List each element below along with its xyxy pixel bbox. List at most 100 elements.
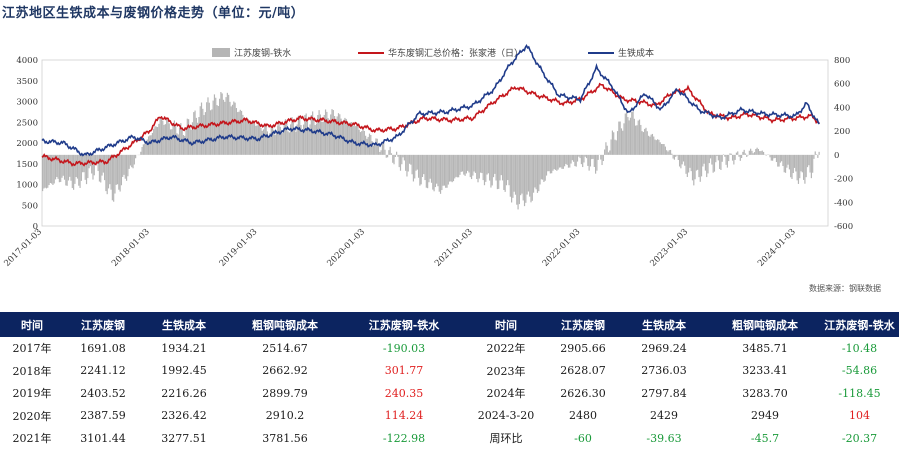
bar-mark [229,102,230,155]
bar-mark [710,155,711,159]
bar-mark [516,155,517,205]
bar-mark [315,125,316,155]
column-header: 江苏废钢-铁水 [820,312,899,337]
bar-mark [802,155,803,172]
bar-mark [384,150,385,155]
bar-mark [160,118,161,155]
bar-mark [733,155,734,165]
bar-mark [457,155,458,177]
y-right-tick-label: 800 [834,56,850,66]
bar-mark [479,155,480,179]
bar-mark [247,119,248,155]
bar-mark [140,152,141,155]
bar-mark [809,155,810,173]
bar-mark [709,155,710,163]
y-right-tick-label: 400 [834,103,850,113]
table-header: 时间江苏废钢生铁成本粗钢吨钢成本江苏废钢-铁水时间江苏废钢生铁成本粗钢吨钢成本江… [0,312,899,337]
bar-mark [648,136,649,155]
bar-mark [178,134,179,154]
bar-mark [379,152,380,155]
bar-mark [105,155,106,191]
bar-mark [676,155,677,156]
bar-mark [811,155,812,178]
bar-mark [738,155,739,157]
bar-mark [266,126,267,155]
bar-mark [785,155,786,173]
bar-mark [737,151,738,154]
bar-mark [502,155,503,181]
bar-mark [564,155,565,166]
bar-mark [605,142,606,155]
bar-mark [704,155,705,164]
bar-mark [455,155,456,177]
table-cell: 3101.44 [64,427,142,450]
bar-mark [572,155,573,160]
bar-mark [643,132,644,155]
bar-mark [204,115,205,155]
y-left-tick-label: 2000 [16,139,38,149]
bar-mark [749,151,750,155]
bar-mark [582,155,583,167]
bar-mark [444,155,445,186]
bar-mark [70,155,71,181]
bar-mark [598,155,599,160]
bar-mark [459,155,460,175]
table-cell: 2022年 [464,337,548,360]
bar-mark [652,134,653,155]
bar-mark [404,155,405,161]
bar-mark [716,155,717,156]
bar-mark [264,126,265,155]
bar-mark [237,112,238,155]
bar-mark [196,118,197,155]
bar-mark [586,155,587,158]
bar-mark [125,155,126,179]
bar-mark [446,155,447,188]
bar-mark [116,155,117,185]
bar-mark [634,119,635,155]
bar-mark [45,155,46,188]
bar-mark [399,155,400,167]
bar-mark [366,139,367,155]
bar-mark [692,155,693,180]
bar-mark [679,155,680,167]
bar-mark [533,155,534,193]
bar-mark [632,112,633,155]
bar-mark [591,155,592,159]
bar-mark [134,155,135,165]
bar-mark [547,155,548,171]
bar-mark [563,155,564,169]
table-cell: 104 [820,405,899,428]
bar-mark [719,155,720,169]
bar-mark [167,118,168,155]
x-tick-label: 2023-01-03 [648,227,690,269]
bar-mark [790,155,791,177]
bar-mark [766,155,767,156]
bar-mark [515,155,516,195]
bar-mark [498,155,499,189]
bar-mark [791,155,792,179]
bar-mark [817,155,818,158]
bar-mark [670,150,671,155]
bar-mark [497,155,498,189]
bar-mark [427,155,428,188]
bar-mark [611,139,612,154]
bar-mark [426,155,427,188]
bar-mark [291,117,292,155]
bar-mark [390,147,391,155]
bar-mark [671,154,672,155]
bar-mark [395,155,396,157]
table-cell: 2797.84 [618,382,710,405]
bar-mark [514,155,515,192]
bar-mark [595,155,596,174]
bar-mark [759,151,760,155]
bar-mark [574,155,575,166]
bar-mark [145,143,146,155]
bar-mark [382,144,383,155]
bar-mark [688,155,689,173]
bar-mark [143,144,144,155]
bar-mark [543,155,544,182]
bar-mark [816,154,817,155]
bar-mark [561,155,562,169]
bar-mark [126,155,127,181]
bar-mark [729,153,730,155]
